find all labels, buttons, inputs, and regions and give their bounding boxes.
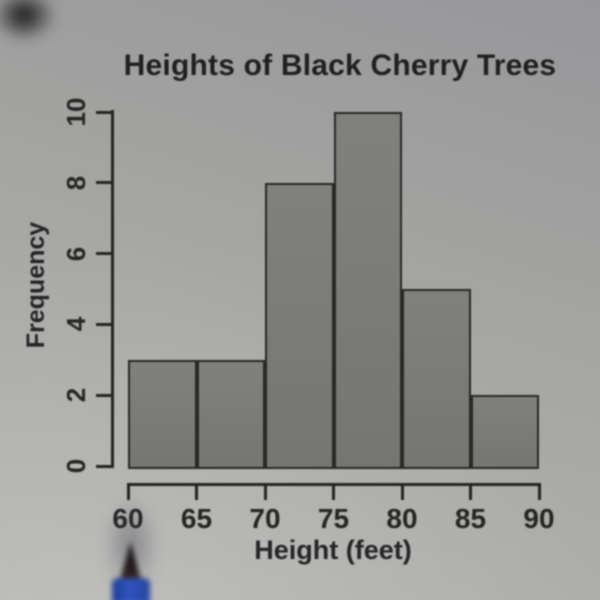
corner-vignette — [0, 0, 72, 54]
pen-body — [112, 578, 150, 600]
histogram-bar — [196, 359, 265, 469]
x-tick — [332, 483, 335, 500]
y-tick — [96, 464, 111, 468]
x-tick-label: 65 — [180, 503, 213, 534]
x-axis-label: Height (feet) — [254, 535, 412, 565]
x-tick-label: 85 — [454, 503, 487, 534]
histogram-bar — [333, 112, 402, 469]
x-tick — [126, 483, 130, 500]
x-tick — [400, 483, 404, 500]
x-tick — [195, 483, 198, 500]
y-tick — [96, 322, 111, 326]
y-tick — [96, 181, 111, 185]
histogram-bar — [265, 182, 334, 469]
y-axis-line — [111, 110, 114, 468]
x-tick-label: 80 — [386, 503, 418, 534]
y-tick — [96, 252, 111, 256]
x-tick — [537, 483, 541, 500]
x-tick — [263, 483, 267, 500]
chart-title: Heights of Black Cherry Trees — [123, 49, 557, 82]
x-tick-label: 60 — [94, 503, 162, 535]
x-tick — [469, 483, 472, 500]
histogram-bar — [402, 289, 471, 469]
x-tick-label: 75 — [317, 503, 350, 534]
y-tick — [96, 110, 111, 114]
y-tick — [96, 393, 111, 397]
x-tick-label: 90 — [523, 503, 555, 534]
x-tick-label: 70 — [249, 503, 281, 534]
histogram-bar — [128, 359, 197, 469]
histogram-bar — [470, 395, 539, 469]
